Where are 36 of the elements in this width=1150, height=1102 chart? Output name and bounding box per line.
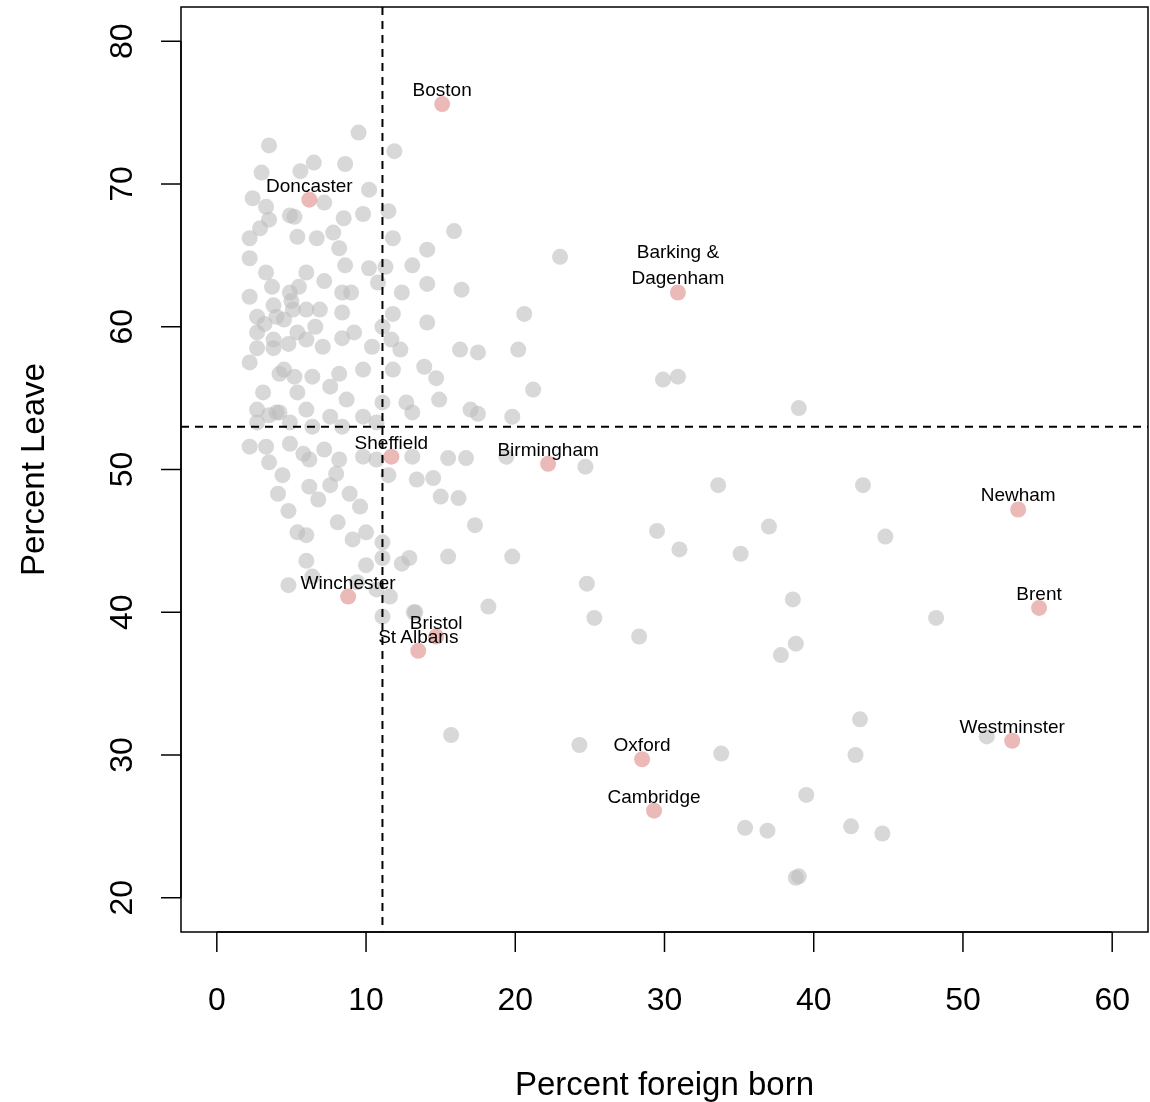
y-tick-label: 30 xyxy=(103,737,139,773)
x-tick-label: 0 xyxy=(207,981,226,1017)
x-tick-label: 30 xyxy=(646,981,683,1017)
point xyxy=(410,642,427,659)
point xyxy=(340,588,357,605)
point xyxy=(434,96,451,113)
annotation: Westminster xyxy=(959,715,1066,737)
point xyxy=(1010,501,1027,518)
point xyxy=(383,448,400,465)
point xyxy=(1004,732,1021,749)
y-tick-label: 80 xyxy=(103,23,139,60)
y-tick-label: 20 xyxy=(103,879,139,916)
x-tick-label: 20 xyxy=(497,981,534,1017)
annotation: Doncaster xyxy=(266,174,354,196)
y-axis-title: Percent Leave xyxy=(14,363,51,576)
y-tick-label: 70 xyxy=(103,166,139,202)
point xyxy=(634,751,651,768)
x-tick-label: 50 xyxy=(945,981,981,1017)
x-tick-label: 10 xyxy=(348,981,384,1017)
x-tick-label: 40 xyxy=(795,981,832,1017)
annotation: Newham xyxy=(980,484,1056,506)
y-tick-label: 40 xyxy=(103,594,139,631)
point xyxy=(301,191,318,208)
x-axis-title: Percent foreign born xyxy=(514,1065,815,1102)
annotation: Winchester xyxy=(300,571,397,593)
x-tick-label: 60 xyxy=(1094,981,1130,1017)
annotation: Sheffield xyxy=(354,431,429,453)
annotation: Barking & Dagenham xyxy=(631,241,725,289)
annotation: Birmingham xyxy=(497,438,599,460)
annotation: Brent xyxy=(1016,582,1063,604)
annotation: Boston xyxy=(412,79,472,101)
annotation: Oxford xyxy=(613,734,671,756)
point xyxy=(1031,599,1048,616)
y-tick-label: 50 xyxy=(103,451,139,488)
annotation: Cambridge xyxy=(607,785,701,807)
y-tick-label: 60 xyxy=(103,308,139,345)
